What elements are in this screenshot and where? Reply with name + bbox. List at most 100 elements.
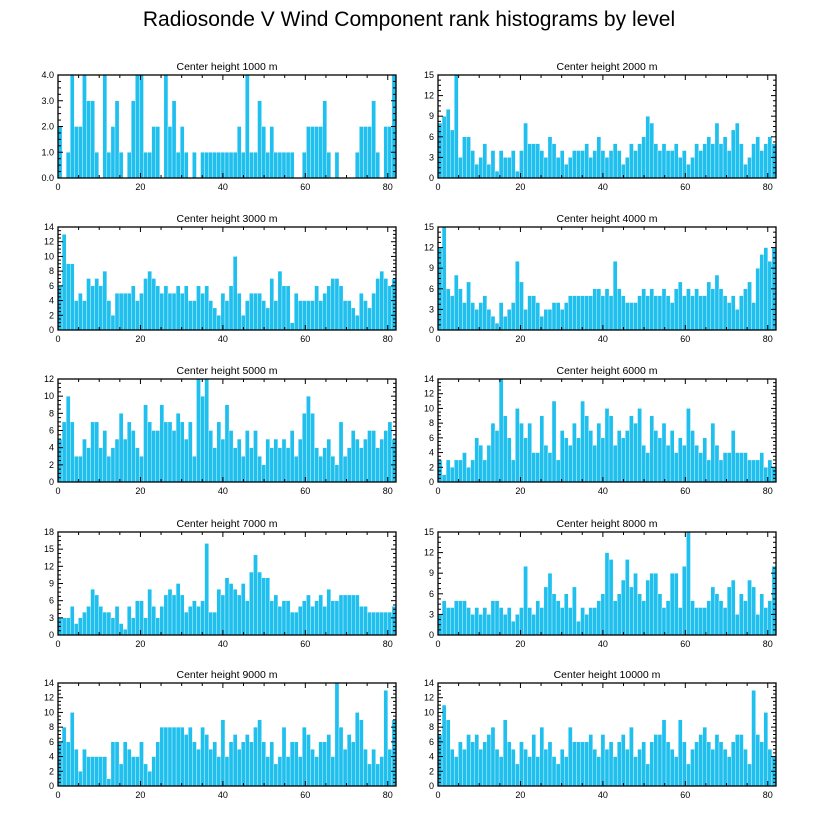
- histogram-bar: [458, 600, 463, 636]
- histogram-bar: [502, 719, 508, 787]
- y-tick-label: 2.0: [41, 122, 54, 132]
- histogram-bar: [564, 756, 569, 787]
- histogram-bar: [70, 263, 75, 331]
- histogram-bar: [710, 288, 716, 331]
- histogram-bar: [669, 573, 675, 636]
- histogram-bar: [726, 586, 732, 636]
- histogram-bar: [379, 756, 384, 787]
- histogram-bar: [102, 430, 108, 483]
- histogram-bar: [285, 447, 291, 483]
- histogram-bar: [281, 438, 287, 483]
- histogram-bar: [232, 734, 238, 787]
- y-tick-label: 3: [429, 609, 434, 619]
- histogram-bar: [445, 109, 451, 179]
- histogram-bar: [588, 430, 593, 483]
- histogram-bar: [641, 445, 646, 483]
- histogram-bar: [351, 594, 356, 636]
- histogram-bar: [718, 459, 724, 483]
- histogram-bar: [375, 152, 380, 179]
- y-tick-label: 3: [49, 613, 54, 623]
- histogram-bar: [637, 593, 642, 636]
- histogram-bar: [722, 607, 728, 636]
- histogram-bar: [543, 749, 549, 787]
- histogram-bar: [559, 430, 565, 483]
- x-tick-label: 80: [763, 334, 773, 344]
- y-tick-label: 0: [429, 630, 434, 640]
- histogram-bar: [706, 600, 712, 636]
- histogram-bar: [175, 413, 181, 483]
- histogram-bar: [482, 295, 488, 331]
- histogram-bar: [171, 293, 177, 331]
- y-tick-label: 0: [49, 325, 54, 335]
- histogram-bar: [237, 749, 242, 787]
- histogram-bar: [555, 459, 561, 483]
- x-tick-label: 40: [598, 486, 608, 496]
- histogram-bar: [294, 293, 299, 331]
- histogram-bar: [551, 593, 557, 636]
- histogram-bar: [265, 307, 270, 331]
- y-tick-label: 14: [44, 222, 54, 232]
- histogram-bar: [346, 594, 352, 636]
- histogram-bar: [454, 274, 459, 331]
- histogram-bar: [163, 421, 169, 483]
- histogram-bar: [265, 756, 270, 787]
- histogram-bar: [645, 116, 650, 179]
- histogram-bar: [686, 531, 691, 636]
- histogram-bar: [466, 136, 471, 179]
- y-tick-label: 10: [424, 403, 434, 413]
- histogram-bar: [767, 749, 773, 787]
- histogram-bar: [592, 150, 597, 179]
- histogram-bar: [135, 447, 140, 483]
- histogram-bar: [523, 309, 528, 331]
- histogram-bar: [326, 285, 332, 331]
- x-tick-label: 40: [598, 334, 608, 344]
- histogram-bar: [515, 614, 520, 636]
- histogram-bar: [273, 763, 279, 787]
- panel-title: Center height 10000 m: [554, 669, 661, 681]
- histogram-bar: [490, 600, 496, 636]
- x-tick-label: 60: [680, 639, 690, 649]
- histogram-bar: [559, 749, 565, 787]
- histogram-bar: [90, 285, 95, 331]
- histogram-bar: [539, 726, 545, 787]
- histogram-bar: [523, 437, 528, 483]
- histogram-bar: [665, 150, 671, 179]
- y-tick-label: 10: [44, 707, 54, 717]
- histogram-bar: [519, 281, 524, 331]
- histogram-bar: [592, 749, 597, 787]
- histogram-bar: [502, 614, 508, 636]
- histogram-bar: [208, 300, 213, 331]
- histogram-bar: [710, 586, 716, 636]
- histogram-bar: [257, 456, 262, 483]
- histogram-bar: [318, 300, 323, 331]
- histogram-bar: [698, 150, 703, 179]
- histogram-bar: [759, 741, 764, 787]
- histogram-bar: [694, 288, 699, 331]
- histogram-panel: Center height 6000 m 0 2 4 6 8 10 12 14 0 20 40 60 80: [424, 365, 777, 496]
- histogram-bar: [462, 452, 467, 483]
- histogram-bar: [298, 756, 303, 787]
- histogram-bar: [543, 157, 549, 179]
- histogram-bar: [441, 474, 447, 483]
- histogram-bar: [759, 593, 764, 636]
- x-tick-label: 60: [300, 182, 310, 192]
- histogram-bar: [604, 408, 610, 483]
- histogram-bar: [486, 164, 492, 179]
- histogram-bar: [739, 295, 744, 331]
- histogram-bar: [273, 594, 279, 636]
- y-tick-label: 9: [429, 263, 434, 273]
- histogram-bar: [535, 756, 540, 787]
- histogram-bar: [147, 152, 152, 179]
- histogram-bar: [355, 712, 360, 787]
- histogram-bar: [600, 437, 606, 483]
- y-tick-label: 15: [44, 544, 54, 554]
- histogram-bar: [653, 573, 659, 636]
- histogram-bar: [342, 594, 348, 636]
- histogram-bar: [102, 270, 108, 331]
- histogram-bar: [686, 288, 691, 331]
- histogram-bar: [645, 579, 650, 636]
- histogram-bar: [155, 285, 160, 331]
- histogram-bar: [702, 295, 707, 331]
- histogram-bar: [114, 293, 120, 331]
- histogram-bar: [98, 606, 103, 636]
